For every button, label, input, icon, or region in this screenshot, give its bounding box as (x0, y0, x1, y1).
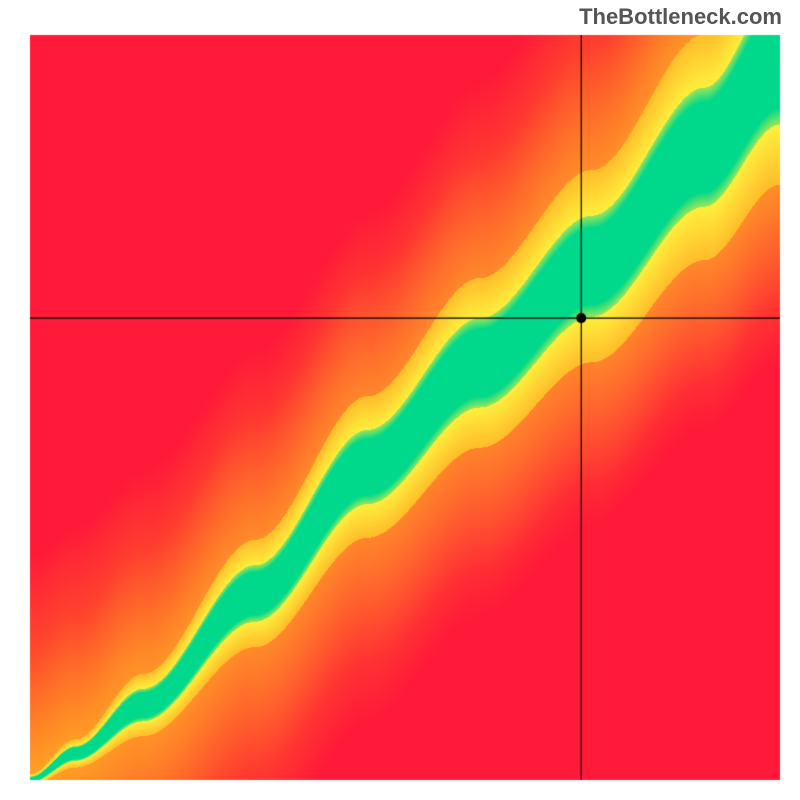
heatmap-canvas (0, 0, 800, 800)
chart-container: TheBottleneck.com (0, 0, 800, 800)
watermark-text: TheBottleneck.com (579, 4, 782, 30)
